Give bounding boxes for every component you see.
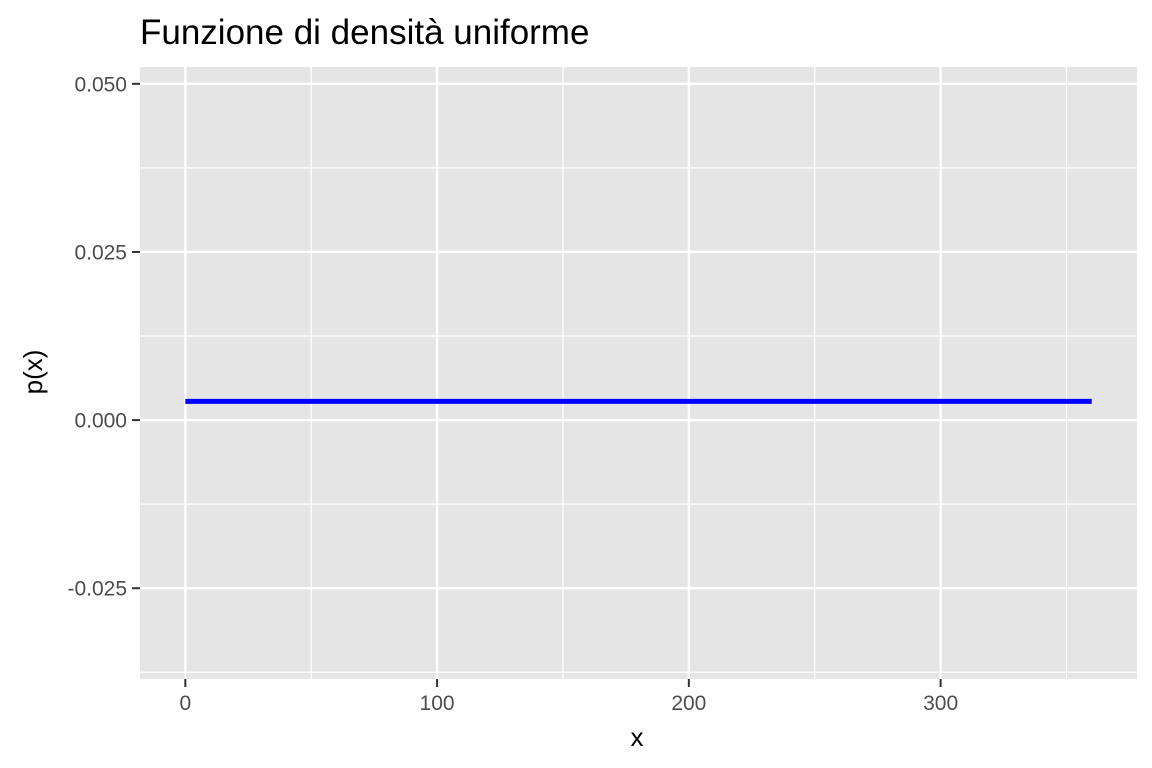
chart-title: Funzione di densità uniforme xyxy=(140,13,589,52)
minor-gridlines xyxy=(140,67,1137,679)
y-axis: -0.025 0.000 0.025 0.050 xyxy=(67,73,140,601)
y-axis-title: p(x) xyxy=(18,350,48,395)
y-tick-label: 0.000 xyxy=(74,410,127,433)
x-tick-label: 100 xyxy=(420,692,455,715)
x-axis: 0 100 200 300 xyxy=(179,679,958,715)
major-gridlines xyxy=(140,67,1137,679)
x-tick-label: 200 xyxy=(671,692,706,715)
y-tick-label: -0.025 xyxy=(67,578,127,601)
x-axis-title: x xyxy=(631,722,644,752)
plot-panel xyxy=(140,67,1137,679)
y-tick-label: 0.050 xyxy=(74,73,127,96)
x-tick-label: 300 xyxy=(923,692,958,715)
y-tick-label: 0.025 xyxy=(74,241,127,264)
x-tick-label: 0 xyxy=(179,692,191,715)
